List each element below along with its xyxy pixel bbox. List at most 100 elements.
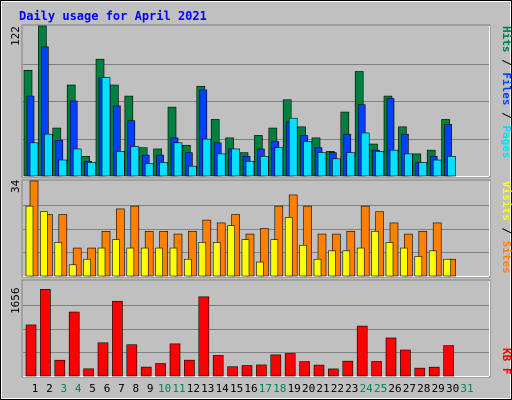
bar-kbytes-day-17 bbox=[256, 364, 267, 377]
day-label-25: 25 bbox=[374, 382, 387, 395]
bar-kbytes-day-29 bbox=[428, 366, 440, 377]
day-label-22: 22 bbox=[331, 382, 344, 395]
legend-sites: Sites bbox=[500, 241, 512, 274]
bar-kbytes-day-10 bbox=[155, 363, 166, 377]
legend-middle: Visits / Sites bbox=[500, 181, 512, 274]
bar-pages-day-28 bbox=[418, 162, 428, 177]
bar-pages-day-25 bbox=[375, 151, 384, 177]
bar-pages-day-21 bbox=[317, 152, 327, 177]
day-label-6: 6 bbox=[104, 382, 111, 395]
bar-pages-day-18 bbox=[274, 147, 284, 177]
day-label-5: 5 bbox=[89, 382, 96, 395]
bar-sites-day-24 bbox=[360, 205, 370, 277]
bar-sites-day-8 bbox=[130, 205, 140, 277]
bar-kbytes-day-6 bbox=[97, 342, 109, 377]
bar-visits-day-28 bbox=[414, 256, 423, 277]
hits-max-label: 122 bbox=[9, 26, 22, 46]
bar-sites-day-20 bbox=[303, 205, 312, 277]
legend-top: Hits / Files / Pages bbox=[500, 26, 512, 159]
bar-pages-day-14 bbox=[216, 153, 226, 177]
bar-visits-day-29 bbox=[428, 250, 437, 277]
bar-visits-day-3 bbox=[54, 242, 63, 277]
bar-kbytes-day-14 bbox=[212, 355, 224, 377]
bar-pages-day-15 bbox=[231, 148, 240, 177]
bar-kbytes-day-16 bbox=[241, 365, 253, 377]
bar-pages-day-29 bbox=[432, 159, 442, 177]
bar-visits-day-14 bbox=[212, 242, 221, 277]
bar-pages-day-7 bbox=[116, 151, 125, 177]
bar-kbytes-day-15 bbox=[227, 366, 238, 377]
bar-visits-day-16 bbox=[241, 239, 250, 277]
day-label-21: 21 bbox=[316, 382, 329, 395]
bar-visits-day-11 bbox=[169, 247, 178, 277]
bar-visits-day-25 bbox=[371, 230, 379, 277]
bar-kbytes-day-1 bbox=[25, 324, 37, 377]
bar-visits-day-18 bbox=[270, 239, 279, 277]
bar-sites-day-29 bbox=[432, 222, 442, 277]
day-label-15: 15 bbox=[230, 382, 243, 395]
bar-kbytes-day-13 bbox=[198, 296, 210, 377]
day-label-29: 29 bbox=[432, 382, 445, 395]
legend-sep-2: / bbox=[500, 112, 512, 119]
bar-pages-day-23 bbox=[346, 152, 356, 177]
bar-kbytes-day-3 bbox=[54, 359, 66, 377]
bar-kbytes-day-26 bbox=[385, 337, 397, 377]
bar-visits-day-19 bbox=[284, 217, 293, 277]
bar-sites-day-12 bbox=[188, 230, 197, 277]
day-label-11: 11 bbox=[172, 382, 185, 395]
bar-sites-day-4 bbox=[72, 247, 82, 277]
day-label-19: 19 bbox=[288, 382, 301, 395]
day-labels: 1 2 3 4 5 6 7 8 9 10 11 12 13 14 15 16 17 18 19 20 21 22 23 24 2… bbox=[32, 382, 474, 395]
day-label-12: 12 bbox=[187, 382, 200, 395]
bar-pages-day-2 bbox=[44, 133, 53, 177]
bar-visits-day-30 bbox=[443, 258, 451, 277]
chart-title: Daily usage for April 2021 bbox=[19, 9, 207, 23]
bar-kbytes-day-18 bbox=[270, 354, 282, 377]
bar-pages-day-9 bbox=[144, 163, 154, 177]
day-label-10: 10 bbox=[158, 382, 171, 395]
legend-visits: Visits bbox=[500, 181, 512, 221]
bar-visits-day-1 bbox=[25, 205, 34, 277]
day-label-30: 30 bbox=[446, 382, 459, 395]
bar-pages-day-24 bbox=[360, 132, 370, 177]
bar-visits-day-8 bbox=[126, 247, 135, 277]
day-label-2: 2 bbox=[46, 382, 53, 395]
legend-hits: Hits bbox=[500, 26, 512, 53]
bar-kbytes-day-23 bbox=[342, 360, 354, 377]
bar-pages-day-6 bbox=[101, 77, 111, 177]
bar-visits-day-27 bbox=[400, 247, 408, 277]
day-label-9: 9 bbox=[147, 382, 154, 395]
bar-pages-day-19 bbox=[288, 117, 298, 177]
bars bbox=[23, 25, 456, 377]
legend-files: Files bbox=[500, 72, 512, 105]
bar-visits-day-21 bbox=[313, 258, 322, 277]
day-label-1: 1 bbox=[32, 382, 39, 395]
bar-sites-day-21 bbox=[317, 233, 327, 277]
bar-kbytes-day-8 bbox=[126, 344, 138, 377]
bar-kbytes-day-28 bbox=[414, 367, 426, 377]
bar-kbytes-day-30 bbox=[443, 345, 454, 377]
day-label-17: 17 bbox=[259, 382, 272, 395]
bar-visits-day-5 bbox=[83, 258, 91, 277]
bar-pages-day-27 bbox=[404, 153, 413, 177]
bar-pages-day-26 bbox=[389, 149, 399, 177]
bar-pages-day-12 bbox=[188, 165, 197, 177]
day-label-16: 16 bbox=[244, 382, 257, 395]
day-label-14: 14 bbox=[216, 382, 230, 395]
bar-kbytes-day-2 bbox=[40, 289, 51, 377]
bar-pages-day-4 bbox=[72, 148, 82, 177]
bar-pages-day-11 bbox=[173, 142, 183, 177]
day-label-26: 26 bbox=[388, 382, 401, 395]
bar-pages-day-30 bbox=[447, 156, 456, 177]
bar-kbytes-day-27 bbox=[400, 349, 411, 377]
sites-max-label: 34 bbox=[9, 179, 22, 193]
day-label-3: 3 bbox=[60, 382, 67, 395]
bar-visits-day-12 bbox=[184, 258, 192, 277]
kbytes-max-label: 1656 bbox=[9, 288, 22, 315]
bar-visits-day-4 bbox=[68, 264, 77, 277]
panel-frames bbox=[21, 24, 491, 378]
